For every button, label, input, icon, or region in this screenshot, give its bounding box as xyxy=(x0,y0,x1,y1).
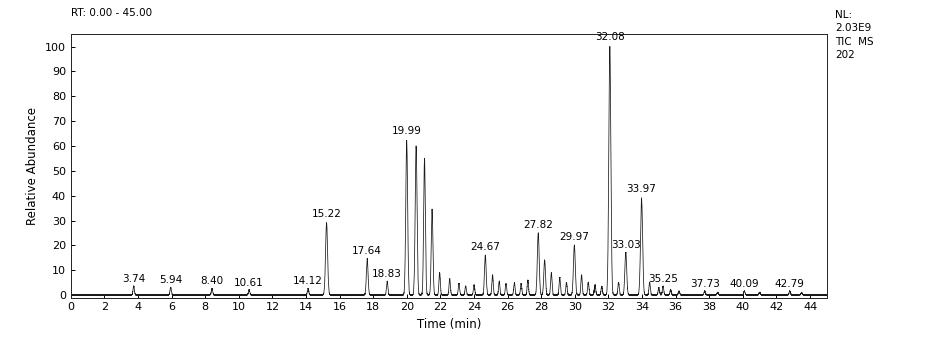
Text: 15.22: 15.22 xyxy=(312,209,341,219)
Text: 33.03: 33.03 xyxy=(610,240,640,250)
Text: 40.09: 40.09 xyxy=(729,279,758,289)
Text: 24.67: 24.67 xyxy=(470,242,499,252)
Text: 27.82: 27.82 xyxy=(523,220,552,230)
Text: RT: 0.00 - 45.00: RT: 0.00 - 45.00 xyxy=(71,9,152,18)
Text: 5.94: 5.94 xyxy=(159,275,182,285)
Text: 18.83: 18.83 xyxy=(372,269,402,279)
Text: 35.25: 35.25 xyxy=(648,274,677,284)
Y-axis label: Relative Abundance: Relative Abundance xyxy=(26,107,40,225)
Text: 19.99: 19.99 xyxy=(392,126,421,136)
Text: 17.64: 17.64 xyxy=(352,246,381,256)
Text: 14.12: 14.12 xyxy=(293,276,323,286)
Text: 3.74: 3.74 xyxy=(122,274,145,284)
Text: 8.40: 8.40 xyxy=(200,276,224,286)
Text: 32.08: 32.08 xyxy=(595,32,624,42)
X-axis label: Time (min): Time (min) xyxy=(416,318,480,331)
Text: 10.61: 10.61 xyxy=(234,278,263,288)
Text: 37.73: 37.73 xyxy=(689,279,719,289)
Text: 29.97: 29.97 xyxy=(559,232,589,242)
Text: NL:
2.03E9
TIC  MS
202: NL: 2.03E9 TIC MS 202 xyxy=(834,10,873,60)
Text: 42.79: 42.79 xyxy=(774,279,804,289)
Text: 33.97: 33.97 xyxy=(626,184,656,195)
